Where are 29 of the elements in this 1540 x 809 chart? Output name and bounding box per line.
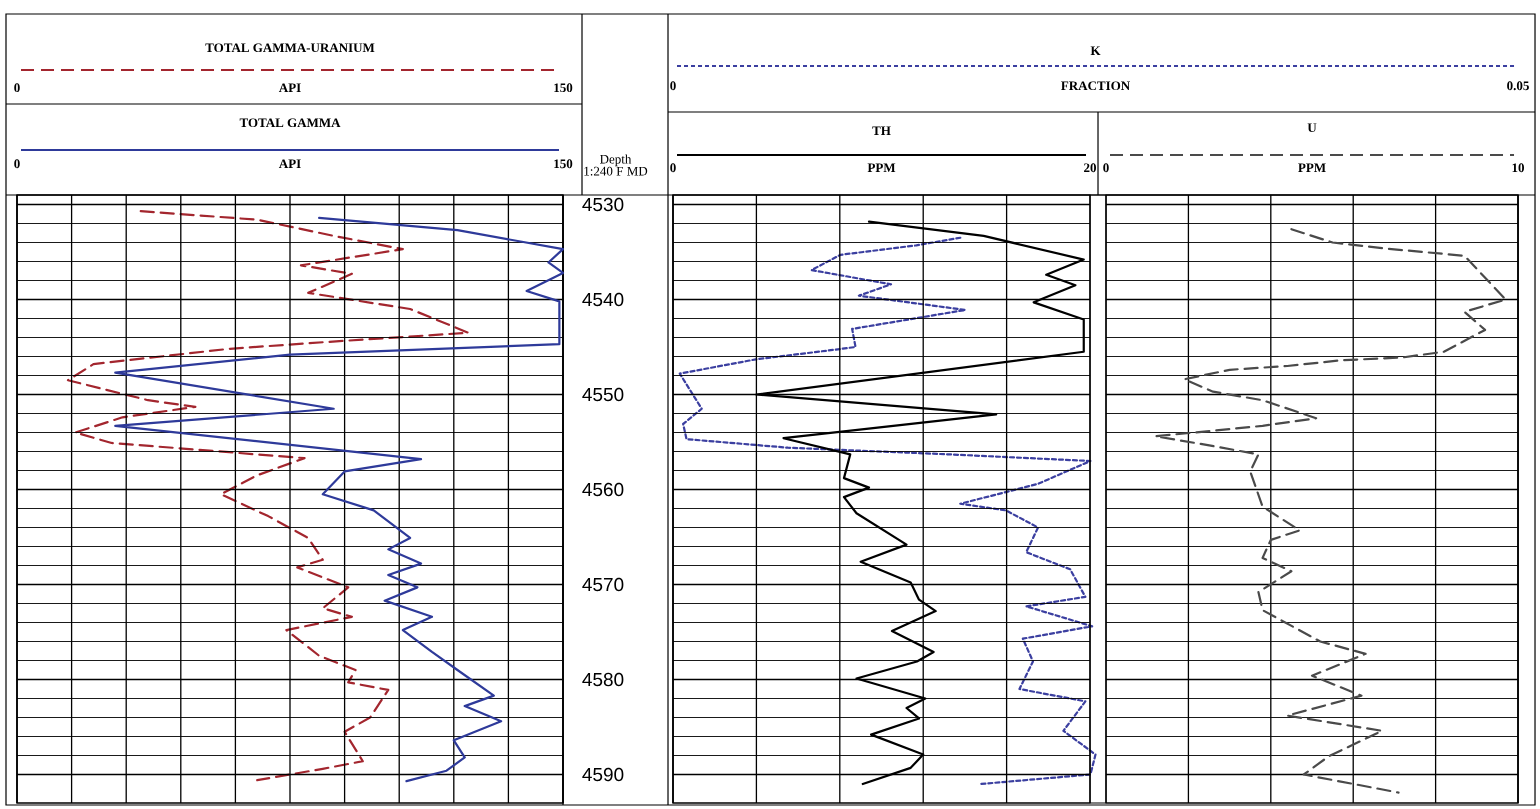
x-axis-title: API — [278, 159, 301, 168]
x-tick-label: 150 — [554, 159, 573, 169]
text: TH — [872, 126, 891, 135]
y-tick-label: 4590 — [582, 767, 624, 782]
x-tick-label: 150 — [554, 83, 573, 93]
text: K — [1090, 46, 1101, 55]
x-axis-title: PPM — [867, 163, 896, 172]
line-series — [114, 216, 565, 783]
x-axis-title: API — [278, 83, 301, 92]
y-tick-label: 4540 — [582, 292, 624, 307]
x-axis-title: PPM — [1298, 163, 1326, 172]
x-tick-label: 0 — [14, 159, 20, 169]
y-axis-title: Depth 1:240 F MD — [584, 154, 648, 176]
text: TOTAL GAMMA-URANIUM — [205, 43, 375, 53]
x-tick-label: 0 — [14, 83, 20, 93]
x-tick-label: 0 — [1103, 163, 1109, 173]
x-tick-label: 20 — [1084, 163, 1097, 173]
y-tick-label: 4550 — [582, 387, 624, 402]
x-tick-label: 10 — [1512, 163, 1525, 173]
x-axis-title: FRACTION — [1061, 81, 1131, 91]
y-tick-label: 4560 — [582, 482, 624, 497]
text: U — [1307, 123, 1317, 133]
x-tick-label: 0.05 — [1507, 81, 1529, 91]
x-tick-label: 0 — [670, 81, 676, 91]
x-tick-label: 0 — [670, 163, 676, 173]
y-tick-label: 4580 — [582, 672, 624, 687]
text: TOTAL GAMMA — [239, 118, 341, 128]
y-tick-label: 4570 — [582, 577, 624, 592]
y-tick-label: 4530 — [582, 197, 624, 212]
